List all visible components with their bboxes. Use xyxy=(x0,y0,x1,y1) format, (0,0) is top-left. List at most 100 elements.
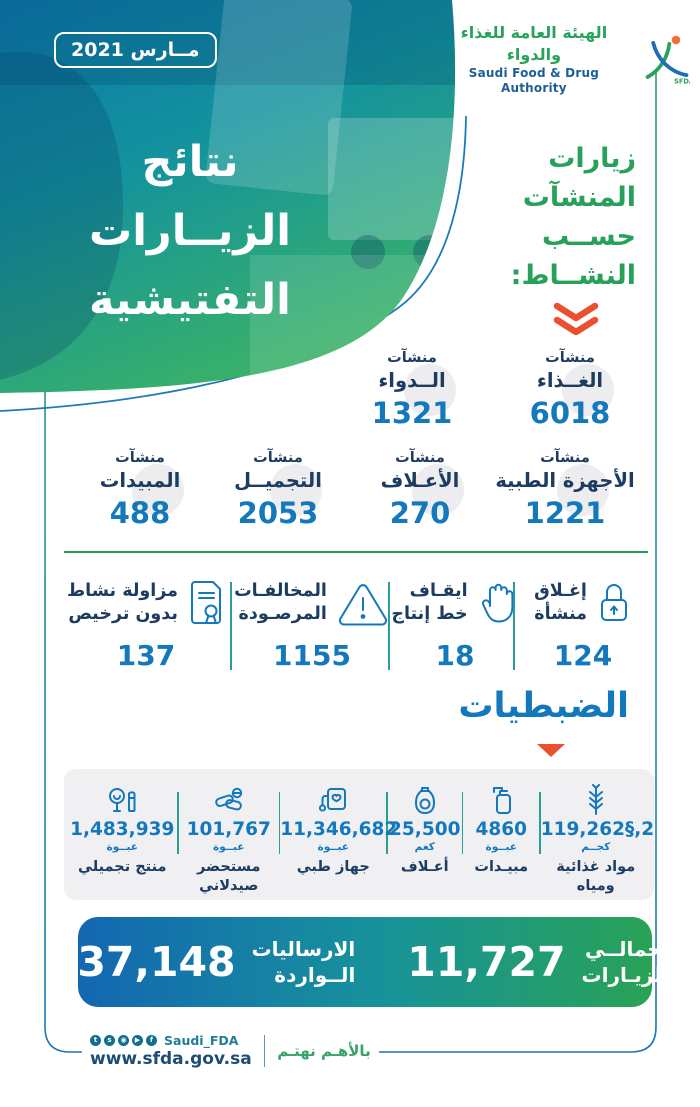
enforcement-unlicensed-activity: مزاولة نشاط بدون ترخيص 137 xyxy=(61,574,231,672)
total-visits-value: 11,727 xyxy=(407,938,566,986)
stat-name: الأجهزة الطبية xyxy=(495,469,635,492)
snapchat-icon[interactable]: s xyxy=(104,1035,115,1046)
stop-hand-icon xyxy=(481,583,514,623)
twitter-icon[interactable]: t xyxy=(90,1035,101,1046)
seizure-unit: عبــوة xyxy=(485,841,517,853)
total-visits-label-line: الزيـارات xyxy=(581,963,669,987)
stat-value: 1321 xyxy=(371,396,453,430)
total-visits-label: إجمالــي الزيـارات xyxy=(582,936,669,988)
medical-device-icon xyxy=(319,788,347,812)
title-line-1: نتائج xyxy=(141,137,239,187)
seizure-medical-devices: 11,346,682 عبــوة جهاز طبي xyxy=(280,784,398,877)
title-line-3: التفتيشية xyxy=(89,275,291,325)
instagram-icon[interactable]: ◉ xyxy=(118,1035,129,1046)
seizure-unit: عبــوة xyxy=(213,841,245,853)
seizure-pesticides: 4860 عبــوة مبيـدات xyxy=(463,784,539,877)
vertical-divider xyxy=(539,792,541,854)
youtube-icon[interactable]: ▶ xyxy=(132,1035,143,1046)
seizure-label: منتج تجميلي xyxy=(78,859,167,875)
activity-heading-line: زيارات xyxy=(548,143,636,174)
stat-bg-circle xyxy=(132,464,184,516)
stat-name: التجميــل xyxy=(234,469,322,492)
enforcement-label: منشأة xyxy=(534,604,587,624)
stat-value: 488 xyxy=(109,496,171,530)
seizure-value: 119,262§,2 xyxy=(540,819,655,840)
page-title: نتائج الزيــارات التفتيشية xyxy=(15,128,365,335)
month-badge: مــارس 2021 xyxy=(54,32,217,68)
vertical-divider xyxy=(461,792,464,854)
enforcement-label: المخالفـات xyxy=(234,581,327,601)
logo-mark-text: SFDA xyxy=(674,78,690,86)
seizure-value: 101,767 xyxy=(186,819,271,840)
stat-bg-circle xyxy=(562,364,614,416)
seizure-value: 11,346,682 xyxy=(280,819,398,840)
pills-icon xyxy=(214,787,242,811)
vertical-divider xyxy=(513,582,515,670)
pesticide-icon xyxy=(493,787,512,814)
stat-value: 2053 xyxy=(237,496,319,530)
seizure-pharmaceuticals: 101,767 عبــوة مستحضر صيدلاني xyxy=(179,784,279,896)
enforcement-violations: المخالفـات المرصـودة 1155 xyxy=(227,574,397,672)
stat-prefix: منشآت xyxy=(395,450,445,466)
stat-name: المبيدات xyxy=(99,469,181,492)
enforcement-facility-closure: إغـلاق منشأة 124 xyxy=(498,574,668,672)
logo-english-name: Saudi Food & Drug Authority xyxy=(468,66,599,95)
stat-feed-facilities: منشآت الأعـلاف 270 xyxy=(345,448,495,532)
triangle-down-icon xyxy=(537,744,565,757)
enforcement-label: مزاولة نشاط xyxy=(67,581,178,601)
seizure-unit: عبــوة xyxy=(106,841,138,853)
incoming-shipments-label-line: الــواردة xyxy=(274,963,356,987)
incoming-shipments-value: 37,148 xyxy=(77,938,236,986)
stat-bg-circle xyxy=(557,464,609,516)
stat-prefix: منشآت xyxy=(545,350,595,366)
stat-name: الغــذاء xyxy=(536,369,604,392)
warning-icon xyxy=(338,584,387,626)
seizure-value: 25,500 xyxy=(389,819,461,840)
sfda-logo-mark-icon: SFDA xyxy=(645,35,690,86)
sfda-logo: الهيئة العامة للغذاء والدواء Saudi Food … xyxy=(436,22,690,96)
stat-name: الأعـلاف xyxy=(380,469,460,492)
seizure-label: مواد غذائية ومياه xyxy=(556,859,636,894)
activity-heading-line: المنشآت xyxy=(522,182,636,213)
clipboard-shape xyxy=(205,0,352,196)
title-line-2: الزيــارات xyxy=(88,206,292,256)
seizure-label: مستحضر صيدلاني xyxy=(197,859,261,894)
enforcement-production-line-stop: ايقـاف خط إنتاج 18 xyxy=(370,574,540,672)
seizure-label: أعـلاف xyxy=(400,859,449,875)
seizure-value: 4860 xyxy=(475,819,528,840)
stat-pesticides-facilities: منشآت المبيدات 488 xyxy=(65,448,215,532)
seizure-unit: عبــوة xyxy=(317,841,349,853)
wheat-icon xyxy=(588,784,603,815)
seizures-panel: 119,262§,2 كجــم مواد غذائية ومياه 4860 … xyxy=(64,769,654,900)
enforcement-label: المرصـودة xyxy=(238,604,327,624)
vertical-divider xyxy=(263,1035,266,1067)
seizure-feed: 25,500 كغم أعـلاف xyxy=(388,784,462,877)
stat-bg-circle xyxy=(404,364,456,416)
social-handle[interactable]: Saudi_FDA xyxy=(164,1033,239,1048)
logo-arabic-name: الهيئة العامة للغذاء والدواء xyxy=(460,23,608,64)
stat-prefix: منشآت xyxy=(115,450,165,466)
enforcement-value: 137 xyxy=(116,639,176,672)
stat-bg-circle xyxy=(270,464,322,516)
activity-section-heading: زيارات المنشآت حســب النشــاط: xyxy=(420,139,636,295)
vertical-divider xyxy=(386,792,388,854)
vertical-divider xyxy=(278,792,281,854)
inspector-silhouette xyxy=(0,51,123,382)
seizure-label: جهاز طبي xyxy=(296,859,370,875)
stat-prefix: منشآت xyxy=(387,350,437,366)
facebook-icon[interactable]: f xyxy=(146,1035,157,1046)
website-link[interactable]: www.sfda.gov.sa xyxy=(90,1049,252,1069)
enforcement-label: ايقـاف xyxy=(409,581,468,601)
incoming-shipments-label: الارساليات الــواردة xyxy=(252,936,356,988)
stat-value: 6018 xyxy=(529,396,611,430)
vertical-divider xyxy=(388,582,390,670)
seizure-unit: كغم xyxy=(414,841,435,853)
totals-banner: إجمالــي الزيـارات 11,727 الارساليات الـ… xyxy=(77,917,669,1007)
stat-name: الــدواء xyxy=(378,369,446,392)
enforcement-value: 1155 xyxy=(273,639,351,672)
vertical-divider xyxy=(230,582,232,670)
seizures-heading: الضبطيات xyxy=(458,686,629,726)
seizure-label: مبيـدات xyxy=(474,859,529,875)
